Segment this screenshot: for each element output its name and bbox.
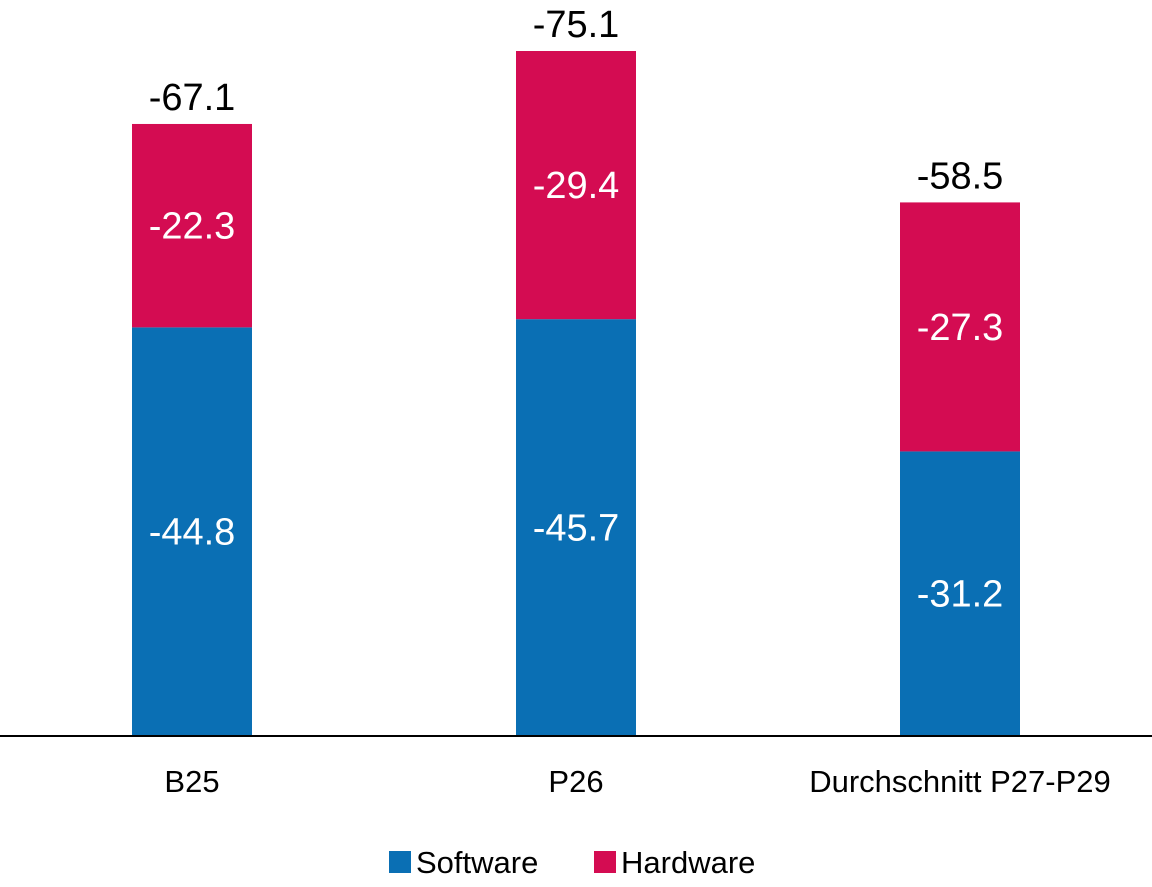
data-label-hardware-durchschnitt: -27.3 (917, 307, 1004, 349)
bar-hardware-b25 (132, 123, 252, 328)
legend-label-hardware: Hardware (621, 845, 755, 880)
category-label-b25: B25 (164, 764, 219, 799)
total-label-p26: -75.1 (533, 4, 620, 46)
data-label-software-p26: -45.7 (533, 508, 620, 550)
bar-software-durchschnitt (900, 451, 1020, 736)
bar-hardware-p26 (516, 51, 636, 320)
bars-group: -44.8 -22.3 -67.1 -45.7 -29.4 -75.1 -31.2 -27.3… (132, 4, 1020, 736)
legend-swatch-hardware (594, 851, 616, 873)
data-label-hardware-p26: -29.4 (533, 165, 620, 207)
category-label-durchschnitt: Durchschnitt P27-P29 (809, 764, 1111, 799)
data-label-software-durchschnitt: -31.2 (917, 574, 1004, 616)
bar-hardware-durchschnitt (900, 202, 1020, 452)
legend-swatch-software (389, 851, 411, 873)
data-label-software-b25: -44.8 (149, 512, 236, 554)
legend-label-software: Software (416, 845, 538, 880)
bar-software-p26 (516, 319, 636, 736)
legend: Software Hardware (389, 845, 755, 880)
total-label-durchschnitt: -58.5 (917, 155, 1004, 197)
data-label-hardware-b25: -22.3 (149, 206, 236, 248)
bar-software-b25 (132, 327, 252, 736)
total-label-b25: -67.1 (149, 77, 236, 119)
category-labels: B25 P26 Durchschnitt P27-P29 (164, 764, 1110, 799)
category-label-p26: P26 (548, 764, 603, 799)
